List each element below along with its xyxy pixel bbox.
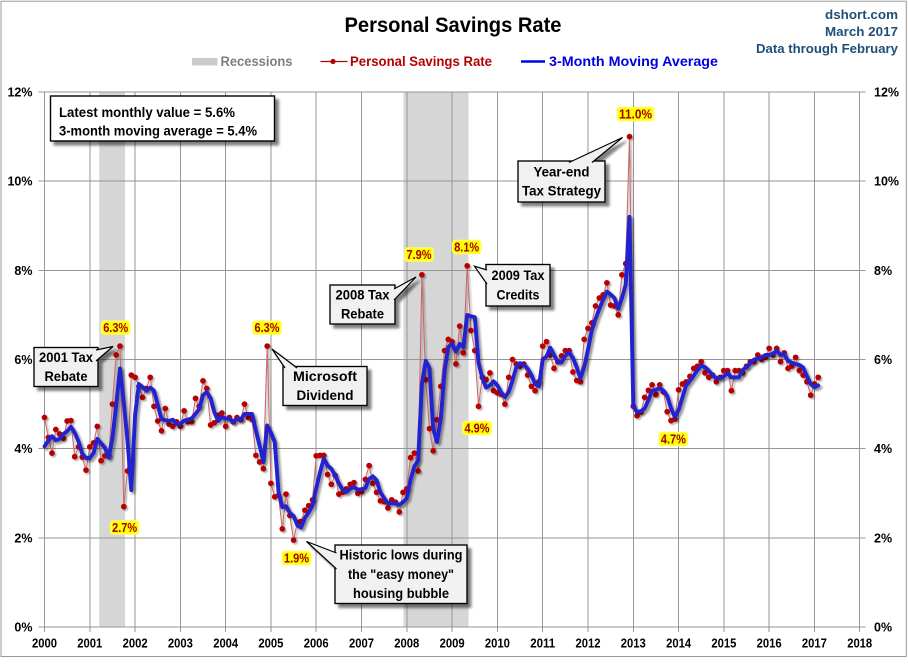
svg-text:Historic lows during: Historic lows during	[340, 547, 463, 563]
svg-text:Microsoft: Microsoft	[293, 368, 357, 384]
svg-text:8%: 8%	[14, 264, 32, 278]
svg-text:2000: 2000	[32, 637, 57, 651]
svg-text:2006: 2006	[304, 637, 329, 651]
svg-text:2016: 2016	[757, 637, 782, 651]
svg-text:4.9%: 4.9%	[465, 420, 490, 435]
svg-text:2017: 2017	[802, 637, 827, 651]
svg-text:2009: 2009	[440, 637, 465, 651]
svg-text:2%: 2%	[14, 531, 32, 545]
svg-text:7.9%: 7.9%	[407, 247, 432, 262]
svg-text:2004: 2004	[213, 637, 238, 651]
svg-text:2%: 2%	[874, 531, 892, 545]
svg-text:3-Month Moving Average: 3-Month Moving Average	[549, 54, 719, 69]
svg-text:10%: 10%	[874, 175, 899, 189]
svg-text:2005: 2005	[258, 637, 283, 651]
svg-text:3-month moving average = 5.4%: 3-month moving average = 5.4%	[59, 123, 258, 139]
svg-text:2015: 2015	[711, 637, 736, 651]
svg-text:2009 Tax: 2009 Tax	[492, 267, 545, 283]
svg-text:2008: 2008	[394, 637, 419, 651]
svg-text:Rebate: Rebate	[45, 368, 88, 384]
svg-text:2012: 2012	[576, 637, 601, 651]
svg-text:Dividend: Dividend	[297, 387, 354, 403]
svg-text:6.3%: 6.3%	[255, 320, 280, 335]
svg-text:4%: 4%	[14, 442, 32, 456]
svg-text:0%: 0%	[874, 621, 892, 635]
svg-text:2007: 2007	[349, 637, 374, 651]
svg-text:housing bubble: housing bubble	[353, 585, 449, 601]
svg-text:March 2017: March 2017	[825, 25, 898, 39]
svg-text:Latest monthly value = 5.6%: Latest monthly value = 5.6%	[59, 104, 236, 120]
svg-text:Credits: Credits	[497, 286, 540, 302]
svg-text:0%: 0%	[14, 621, 32, 635]
svg-text:1.9%: 1.9%	[284, 550, 309, 565]
svg-text:Recessions: Recessions	[221, 54, 293, 69]
svg-text:2013: 2013	[621, 637, 646, 651]
svg-text:Data through February: Data through February	[756, 42, 898, 56]
svg-text:12%: 12%	[874, 86, 899, 100]
svg-text:Personal Savings Rate: Personal Savings Rate	[345, 14, 562, 37]
svg-text:2001 Tax: 2001 Tax	[39, 349, 93, 365]
svg-text:10%: 10%	[7, 175, 32, 189]
svg-text:2010: 2010	[485, 637, 510, 651]
svg-text:2011: 2011	[530, 637, 555, 651]
svg-text:12%: 12%	[7, 86, 32, 100]
svg-text:Rebate: Rebate	[341, 306, 384, 322]
svg-text:2008 Tax: 2008 Tax	[336, 287, 390, 303]
svg-text:4.7%: 4.7%	[661, 431, 686, 446]
svg-text:2002: 2002	[123, 637, 148, 651]
svg-text:2014: 2014	[666, 637, 691, 651]
svg-text:11.0%: 11.0%	[619, 106, 652, 121]
svg-text:8%: 8%	[874, 264, 892, 278]
svg-text:Tax Strategy: Tax Strategy	[522, 183, 601, 199]
svg-text:6%: 6%	[14, 353, 32, 367]
svg-text:the "easy money": the "easy money"	[348, 566, 454, 582]
svg-text:2001: 2001	[77, 637, 102, 651]
svg-text:8.1%: 8.1%	[454, 239, 479, 254]
svg-text:2003: 2003	[168, 637, 193, 651]
svg-text:Year-end: Year-end	[534, 164, 590, 180]
svg-text:dshort.com: dshort.com	[825, 8, 898, 22]
svg-text:4%: 4%	[874, 442, 892, 456]
svg-text:6%: 6%	[874, 353, 892, 367]
svg-text:2018: 2018	[847, 637, 872, 651]
svg-text:Personal Savings Rate: Personal Savings Rate	[350, 54, 492, 69]
svg-text:2.7%: 2.7%	[112, 520, 137, 535]
svg-text:6.3%: 6.3%	[103, 320, 128, 335]
